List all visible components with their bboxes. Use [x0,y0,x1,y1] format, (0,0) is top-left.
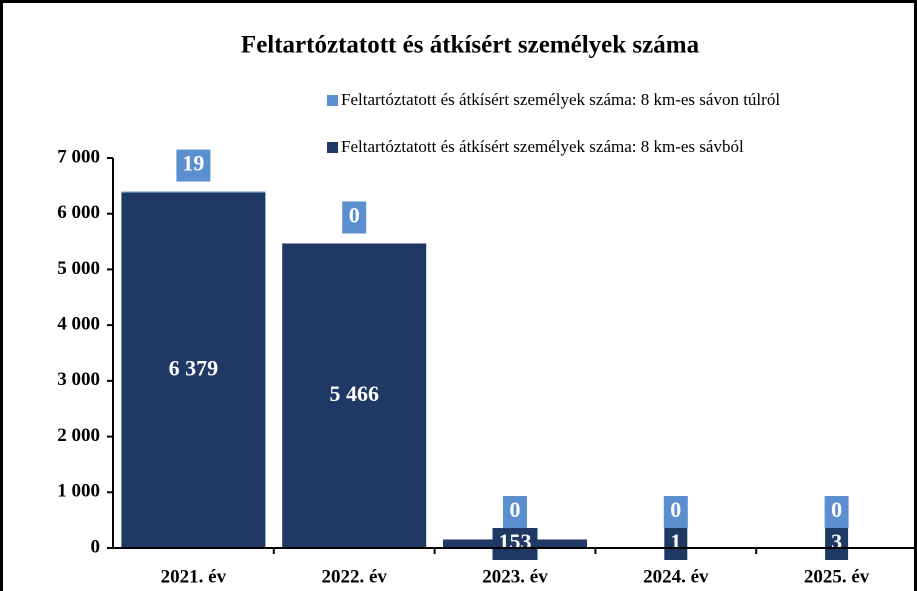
data-label: 19 [182,151,204,176]
data-label: 5 466 [329,381,379,406]
data-label-box [825,528,849,560]
chart-title: Feltartóztatott és átkísért személyek sz… [241,32,700,59]
y-tick-label: 4 000 [57,314,100,335]
legend-swatch [327,95,338,106]
y-tick-label: 1 000 [57,481,100,502]
data-label: 0 [831,497,842,522]
data-label: 0 [670,497,681,522]
data-label-box [323,379,385,412]
data-label: 1 [670,529,681,554]
x-tick-label: 2024. év [643,566,709,587]
x-tick-label: 2023. év [482,566,548,587]
data-label: 0 [510,497,521,522]
data-label-box [664,528,688,560]
legend-swatch [327,142,338,153]
data-label-box [162,354,225,387]
data-label-box [503,496,527,528]
data-label: 3 [831,529,842,554]
legend-label: Feltartóztatott és átkísért személyek sz… [341,137,744,156]
x-tick-label: 2022. év [321,566,387,587]
legend-label: Feltartóztatott és átkísért személyek sz… [341,90,780,109]
data-label: 153 [499,529,532,554]
y-tick-label: 7 000 [57,146,100,167]
y-tick-label: 6 000 [57,202,100,223]
y-tick-label: 2 000 [57,425,100,446]
x-tick-label: 2021. év [161,566,227,587]
bar [121,191,266,193]
data-label-box [824,496,849,528]
x-tick-label: 2025. év [804,566,870,587]
data-label: 6 379 [169,355,219,380]
y-tick-label: 3 000 [57,369,100,390]
y-tick-label: 0 [91,536,101,557]
data-label-box [492,528,538,560]
data-label: 0 [349,203,360,228]
data-label-box [342,201,367,234]
y-tick-label: 5 000 [57,258,100,279]
data-label-box [663,496,688,528]
data-label-box [176,149,211,182]
